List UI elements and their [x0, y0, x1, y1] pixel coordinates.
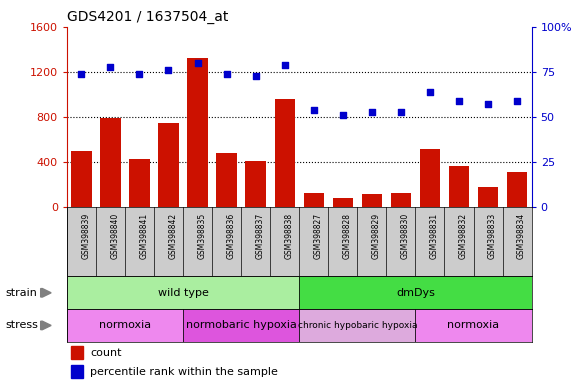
Point	[251, 73, 260, 79]
Text: GSM398836: GSM398836	[227, 213, 235, 259]
Bar	[71, 346, 83, 359]
Point	[338, 112, 347, 118]
Bar	[420, 149, 440, 207]
Text: normobaric hypoxia: normobaric hypoxia	[186, 320, 296, 331]
Text: GSM398842: GSM398842	[168, 213, 177, 259]
Bar	[183, 309, 299, 342]
Point	[193, 60, 202, 66]
Bar	[187, 58, 208, 207]
Bar	[333, 198, 353, 207]
Text: percentile rank within the sample: percentile rank within the sample	[90, 367, 278, 377]
Text: GSM398830: GSM398830	[401, 213, 410, 259]
Text: GSM398835: GSM398835	[198, 213, 206, 259]
Text: chronic hypobaric hypoxia: chronic hypobaric hypoxia	[297, 321, 417, 330]
Bar	[303, 193, 324, 207]
Text: GSM398829: GSM398829	[372, 213, 381, 259]
Bar	[449, 166, 469, 207]
Text: GSM398834: GSM398834	[517, 213, 526, 259]
Bar	[246, 161, 266, 207]
Text: strain: strain	[6, 288, 38, 298]
Bar	[71, 365, 83, 378]
Text: GSM398837: GSM398837	[256, 213, 264, 259]
Bar	[275, 99, 295, 207]
Text: GSM398838: GSM398838	[285, 213, 293, 259]
Bar	[299, 309, 415, 342]
Point	[164, 67, 173, 73]
Text: normoxia: normoxia	[447, 320, 500, 331]
Text: count: count	[90, 348, 121, 358]
Text: GSM398841: GSM398841	[139, 213, 148, 259]
Point	[367, 109, 376, 115]
Text: normoxia: normoxia	[99, 320, 151, 331]
Point	[309, 107, 318, 113]
Point	[425, 89, 435, 95]
Point	[280, 62, 289, 68]
Bar	[100, 118, 121, 207]
Text: GSM398831: GSM398831	[430, 213, 439, 259]
Point	[106, 63, 115, 70]
Bar	[415, 309, 532, 342]
Bar	[71, 151, 92, 207]
Bar	[507, 172, 528, 207]
Bar	[158, 123, 178, 207]
Bar	[130, 159, 150, 207]
Text: stress: stress	[6, 320, 39, 331]
Bar	[299, 276, 532, 309]
Text: GSM398840: GSM398840	[110, 213, 119, 259]
Text: GSM398839: GSM398839	[81, 213, 90, 259]
Bar	[361, 194, 382, 207]
Bar	[67, 309, 183, 342]
Bar	[217, 153, 237, 207]
Text: GDS4201 / 1637504_at: GDS4201 / 1637504_at	[67, 10, 228, 25]
Text: dmDys: dmDys	[396, 288, 435, 298]
Point	[512, 98, 522, 104]
Text: GSM398833: GSM398833	[488, 213, 497, 259]
Bar	[478, 187, 498, 207]
Text: wild type: wild type	[157, 288, 209, 298]
Point	[454, 98, 464, 104]
Text: GSM398828: GSM398828	[343, 213, 352, 259]
Bar	[67, 276, 299, 309]
Point	[135, 71, 144, 77]
Point	[483, 101, 493, 108]
Text: GSM398832: GSM398832	[459, 213, 468, 259]
Point	[222, 71, 231, 77]
Bar	[390, 193, 411, 207]
Point	[396, 109, 406, 115]
Point	[77, 71, 86, 77]
Text: GSM398827: GSM398827	[314, 213, 322, 259]
